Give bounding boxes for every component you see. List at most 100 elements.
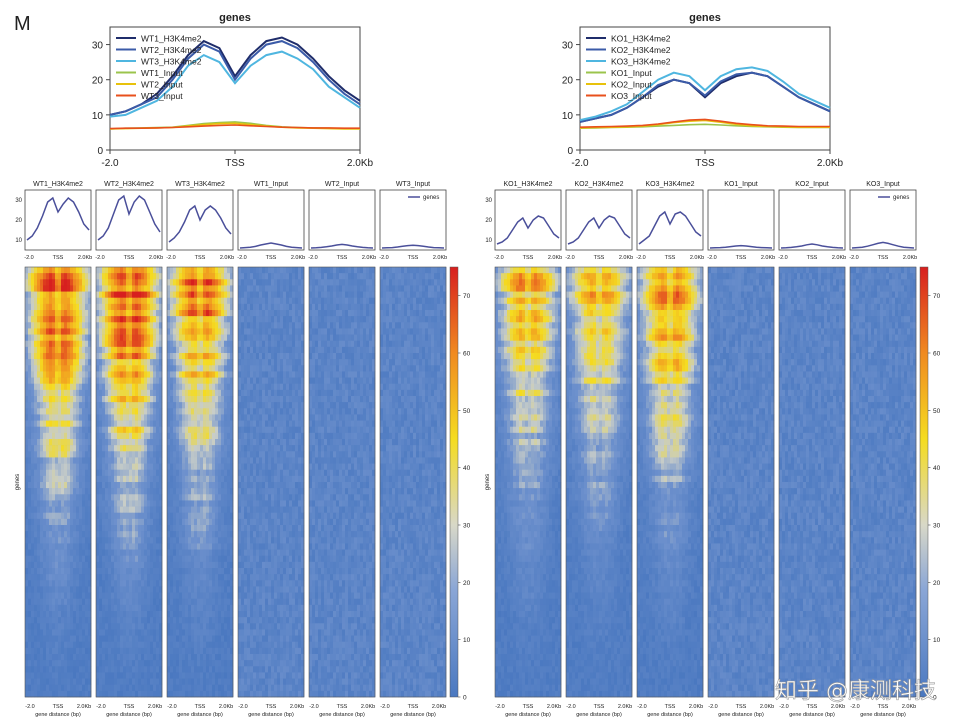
- heat-cell: [58, 678, 62, 686]
- heat-cell: [188, 574, 192, 581]
- heat-cell: [197, 402, 201, 409]
- heat-cell: [105, 279, 109, 286]
- heat-cell: [31, 297, 35, 305]
- heat-cell: [215, 297, 219, 305]
- heat-cell: [111, 316, 115, 323]
- heat-cell: [138, 475, 142, 483]
- heat-cell: [114, 303, 118, 311]
- heat-cell: [159, 598, 163, 606]
- heat-cell: [212, 279, 216, 286]
- heat-cell: [182, 555, 186, 563]
- heat-cell: [144, 549, 148, 557]
- heat-cell: [102, 371, 106, 378]
- heat-cell: [182, 463, 186, 471]
- heat-cell: [85, 525, 89, 532]
- heat-cell: [227, 377, 231, 385]
- heat-cell: [126, 506, 130, 514]
- heat-cell: [117, 678, 121, 686]
- heat-cell: [209, 408, 213, 415]
- heat-cell: [170, 494, 174, 501]
- heat-cell: [185, 611, 189, 618]
- heat-cell: [28, 371, 32, 378]
- heat-cell: [67, 439, 71, 446]
- heat-cell: [218, 340, 222, 348]
- heat-cell: [126, 672, 130, 679]
- heat-cell: [37, 291, 41, 299]
- heat-cell: [123, 475, 127, 483]
- heat-cell: [123, 451, 127, 458]
- heat-cell: [132, 537, 136, 544]
- heat-cell: [99, 598, 103, 606]
- heat-cell: [182, 445, 186, 452]
- heat-cell: [141, 469, 145, 477]
- heat-cell: [85, 273, 89, 280]
- heat-cell: [82, 506, 86, 514]
- heat-cell: [132, 420, 136, 428]
- heat-cell: [247, 291, 251, 299]
- heat-cell: [55, 279, 59, 286]
- heat-cell: [105, 500, 109, 507]
- heat-cell: [209, 359, 213, 366]
- heat-cell: [150, 414, 154, 421]
- heat-cell: [194, 310, 198, 317]
- heat-cell: [144, 414, 148, 421]
- heat-cell: [34, 574, 38, 581]
- heat-cell: [191, 457, 195, 464]
- heat-cell: [188, 371, 192, 378]
- heat-cell: [40, 654, 44, 661]
- heat-cell: [144, 334, 148, 342]
- heat-cell: [132, 469, 136, 477]
- heat-cell: [114, 359, 118, 366]
- heat-cell: [25, 635, 29, 643]
- heat-cell: [167, 408, 171, 415]
- heat-cell: [191, 340, 195, 348]
- heat-cell: [271, 334, 275, 342]
- heat-cell: [34, 617, 38, 624]
- heat-cell: [46, 303, 50, 311]
- heat-cell: [49, 611, 53, 618]
- heat-cell: [138, 506, 142, 514]
- heat-cell: [114, 617, 118, 624]
- heat-cell: [194, 377, 198, 385]
- heat-cell: [167, 457, 171, 464]
- series-line-WT2_H3K4me2: [109, 40, 361, 116]
- heat-cell: [185, 617, 189, 624]
- heat-cell: [147, 586, 151, 593]
- heat-cell: [67, 420, 71, 428]
- heat-cell: [37, 451, 41, 458]
- heat-cell: [176, 377, 180, 385]
- heat-cell: [188, 555, 192, 563]
- heat-cell: [99, 463, 103, 471]
- heat-cell: [138, 635, 142, 643]
- heat-cell: [194, 574, 198, 581]
- heat-cell: [218, 531, 222, 538]
- heat-cell: [147, 494, 151, 501]
- heat-cell: [76, 506, 80, 514]
- heat-cell: [105, 586, 109, 593]
- heat-cell: [85, 494, 89, 501]
- heat-cell: [129, 574, 133, 581]
- heat-cell: [141, 377, 145, 385]
- heat-cell: [129, 420, 133, 428]
- heat-cell: [117, 629, 121, 636]
- heat-cell: [150, 353, 154, 360]
- heat-cell: [37, 377, 41, 385]
- heat-cell: [191, 555, 195, 563]
- heat-cell: [203, 629, 207, 636]
- heat-cell: [34, 396, 38, 403]
- heat-cell: [70, 512, 74, 520]
- heat-cell: [215, 353, 219, 360]
- heat-cell: [200, 666, 204, 673]
- heat-cell: [230, 598, 234, 606]
- heat-cell: [102, 623, 106, 630]
- heat-cell: [156, 310, 160, 317]
- heat-cell: [209, 365, 213, 372]
- heat-cell: [283, 285, 287, 292]
- heat-cell: [295, 285, 299, 292]
- heat-cell: [144, 365, 148, 372]
- heat-cell: [206, 310, 210, 317]
- heat-cell: [218, 469, 222, 477]
- heat-cell: [55, 402, 59, 409]
- heat-cell: [123, 629, 127, 636]
- heat-cell: [156, 568, 160, 575]
